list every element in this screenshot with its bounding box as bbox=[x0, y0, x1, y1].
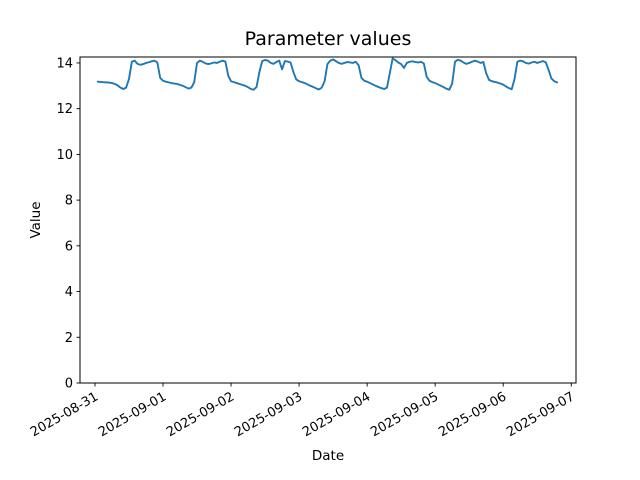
y-tick-label: 6 bbox=[65, 239, 73, 254]
plot-area bbox=[79, 56, 577, 384]
x-tick-label: 2025-09-05 bbox=[368, 389, 441, 440]
y-tick-label: 8 bbox=[65, 194, 73, 209]
y-tick-label: 4 bbox=[65, 285, 73, 300]
series-line-parameter-values bbox=[96, 57, 559, 91]
x-tick-label: 2025-09-02 bbox=[164, 389, 237, 440]
x-tick-label: 2025-08-31 bbox=[28, 389, 101, 440]
x-tick-label: 2025-09-07 bbox=[504, 389, 577, 440]
y-tick-label: 12 bbox=[56, 102, 73, 117]
y-tick-label: 10 bbox=[56, 148, 73, 163]
x-tick-label: 2025-09-06 bbox=[436, 389, 509, 440]
y-tick-label: 2 bbox=[65, 331, 73, 346]
x-tick-label: 2025-09-01 bbox=[96, 389, 169, 440]
x-tick-label: 2025-09-04 bbox=[300, 389, 373, 440]
x-tick-label: 2025-09-03 bbox=[232, 389, 305, 440]
chart-title: Parameter values bbox=[244, 28, 412, 50]
x-axis-label: Date bbox=[311, 448, 345, 464]
y-tick-label: 14 bbox=[56, 56, 73, 71]
y-axis-label: Value bbox=[28, 201, 44, 239]
y-tick-label: 0 bbox=[65, 377, 73, 392]
